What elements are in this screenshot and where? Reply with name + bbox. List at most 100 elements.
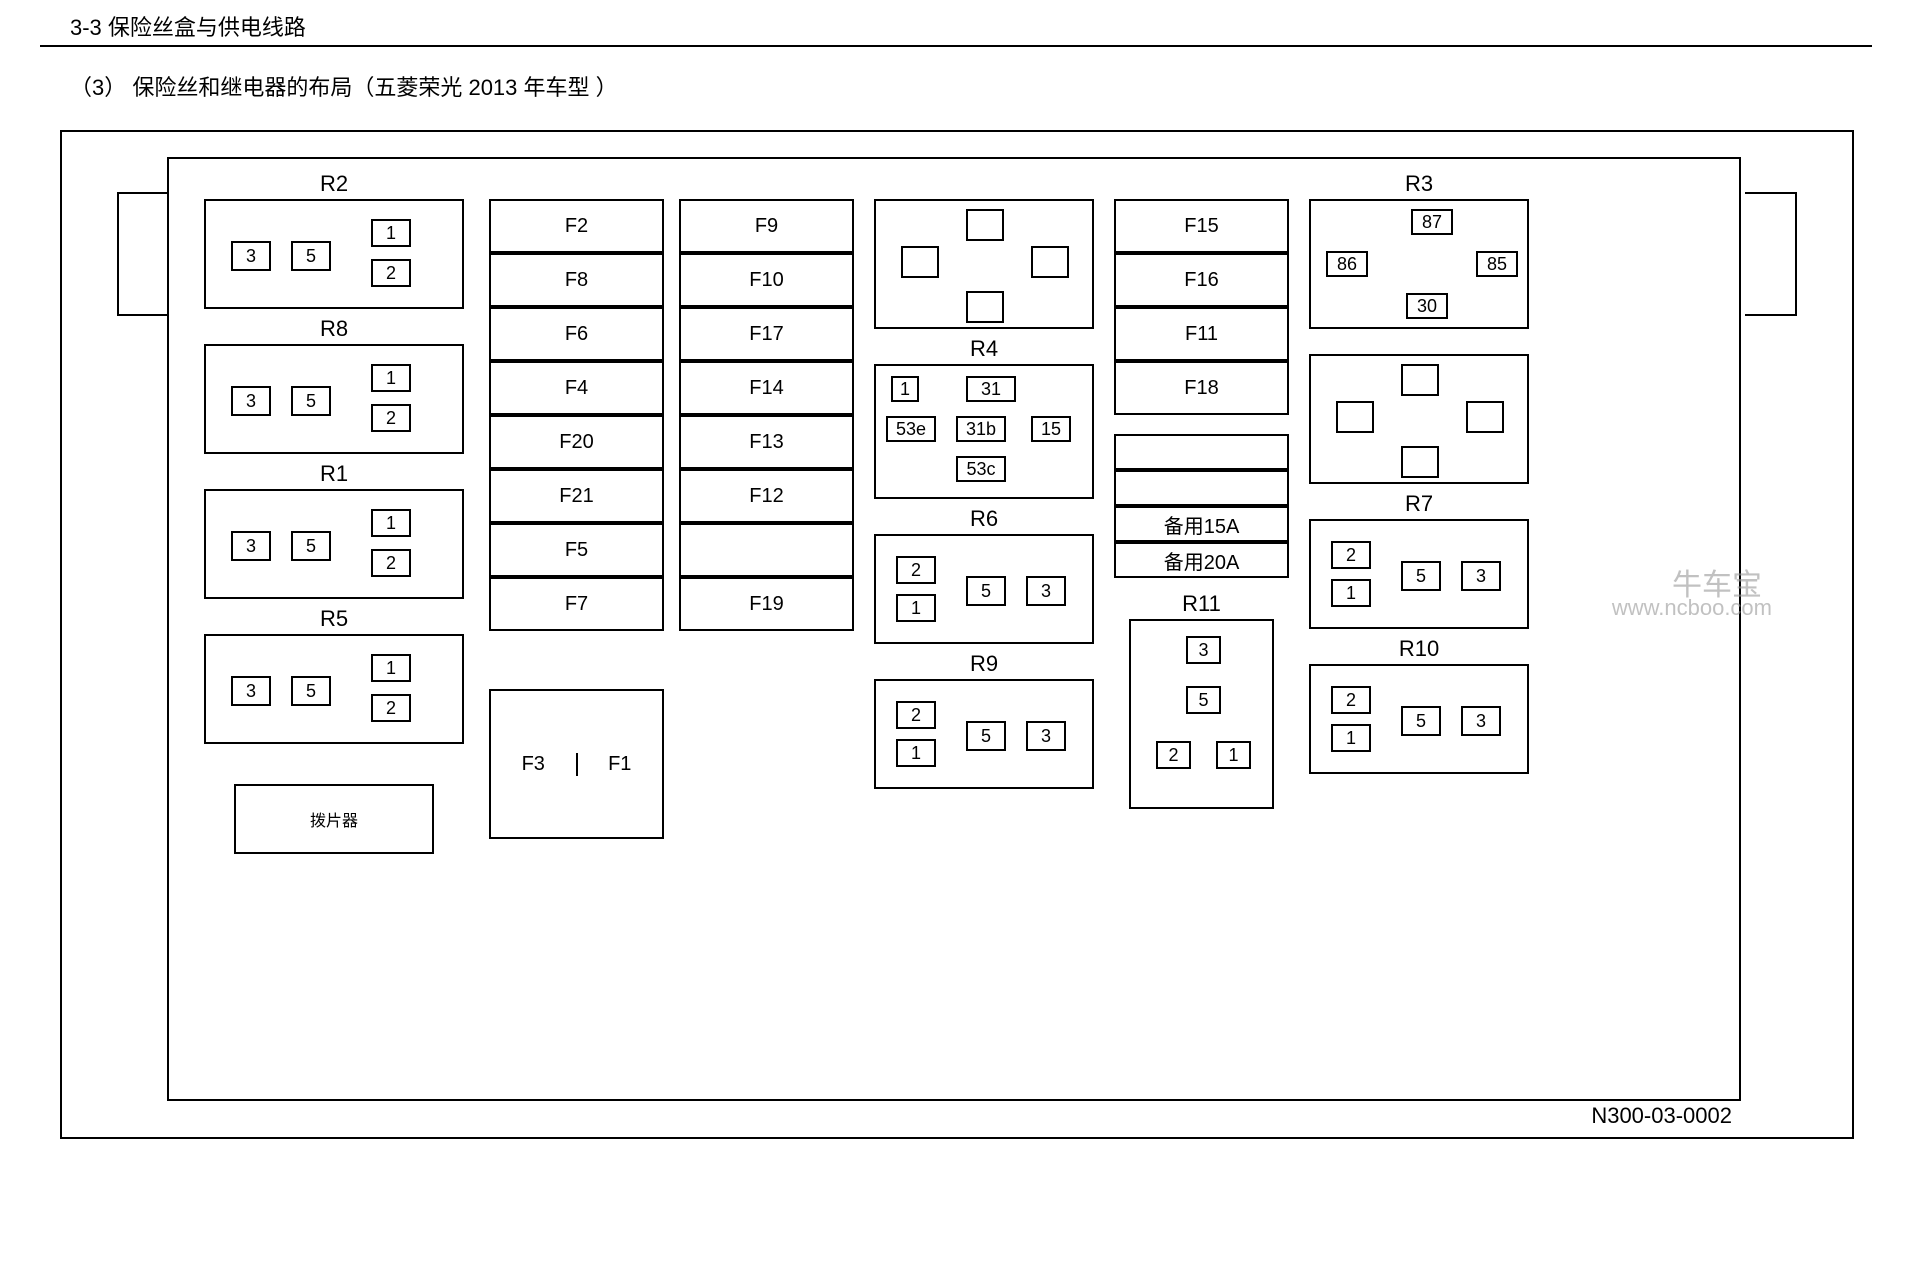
- fuse-F8: F8: [489, 253, 664, 307]
- pin-3: 3: [231, 531, 271, 561]
- spare-备用20A: 备用20A: [1114, 542, 1289, 578]
- fuse-F15: F15: [1114, 199, 1289, 253]
- relay-label-R11: R11: [1182, 591, 1221, 617]
- relay-R6: 2153: [874, 534, 1094, 644]
- pin-2: 2: [1331, 686, 1371, 714]
- pin-1: 1: [371, 654, 411, 682]
- pin-blank: [901, 246, 939, 278]
- pin-5: 5: [1401, 706, 1441, 736]
- fuse-F7: F7: [489, 577, 664, 631]
- pin-blank: [1031, 246, 1069, 278]
- pin-3: 3: [1026, 721, 1066, 751]
- relay-label-R3: R3: [1405, 171, 1433, 197]
- relay-R2: 3512: [204, 199, 464, 309]
- fuse-F18: F18: [1114, 361, 1289, 415]
- pin-5: 5: [966, 576, 1006, 606]
- fuse-F12: F12: [679, 469, 854, 523]
- relay-label-R1: R1: [320, 461, 348, 487]
- relay-R4: 13153e31b1553c: [874, 364, 1094, 499]
- fuse-puller: 拨片器: [234, 784, 434, 854]
- fuse-F6: F6: [489, 307, 664, 361]
- spare-备用15A: 备用15A: [1114, 506, 1289, 542]
- pin-1: 1: [1216, 741, 1251, 769]
- fuse-F13: F13: [679, 415, 854, 469]
- pin-blank: [1336, 401, 1374, 433]
- spare-blank: [1114, 434, 1289, 470]
- fuse-F16: F16: [1114, 253, 1289, 307]
- connector-tab-left: [117, 192, 169, 316]
- pin-2: 2: [896, 701, 936, 729]
- relay-label-R5: R5: [320, 606, 348, 632]
- fuse-F19: F19: [679, 577, 854, 631]
- relay-unnamed-right: [1309, 354, 1529, 484]
- pin-30: 30: [1406, 293, 1448, 319]
- pin-3: 3: [1461, 561, 1501, 591]
- pin-5: 5: [1186, 686, 1221, 714]
- relay-label-R4: R4: [970, 336, 998, 362]
- pin-31: 31: [966, 376, 1016, 402]
- pin-31b: 31b: [956, 416, 1006, 442]
- fuse-F4: F4: [489, 361, 664, 415]
- relay-label-R2: R2: [320, 171, 348, 197]
- pin-87: 87: [1411, 209, 1453, 235]
- pin-3: 3: [1186, 636, 1221, 664]
- relay-label-R9: R9: [970, 651, 998, 677]
- pin-5: 5: [291, 241, 331, 271]
- relay-label-R8: R8: [320, 316, 348, 342]
- fuse-f3-f1: F3F1: [489, 689, 664, 839]
- relay-R11: 3521: [1129, 619, 1274, 809]
- pin-blank: [1401, 364, 1439, 396]
- pin-2: 2: [371, 694, 411, 722]
- connector-tab-right: [1745, 192, 1797, 316]
- pin-blank: [1466, 401, 1504, 433]
- pin-15: 15: [1031, 416, 1071, 442]
- pin-3: 3: [1026, 576, 1066, 606]
- fusebox-panel: R23512R83512R13512R53512拨片器F2F8F6F4F20F2…: [167, 157, 1741, 1101]
- pin-1: 1: [371, 364, 411, 392]
- pin-3: 3: [231, 386, 271, 416]
- pin-5: 5: [1401, 561, 1441, 591]
- relay-unnamed-top: [874, 199, 1094, 329]
- fuse-F3: F3: [491, 753, 578, 776]
- pin-1: 1: [1331, 579, 1371, 607]
- relay-R1: 3512: [204, 489, 464, 599]
- relay-label-R10: R10: [1399, 636, 1439, 662]
- pin-2: 2: [1331, 541, 1371, 569]
- relay-R9: 2 1 53: [874, 679, 1094, 789]
- fuse-F5: F5: [489, 523, 664, 577]
- relay-R7: 2 1 53: [1309, 519, 1529, 629]
- pin-3: 3: [231, 676, 271, 706]
- spare-blank: [1114, 470, 1289, 506]
- section-header: 3-3 保险丝盒与供电线路: [70, 10, 306, 42]
- fuse-F20: F20: [489, 415, 664, 469]
- pin-1: 1: [1331, 724, 1371, 752]
- pin-1: 1: [371, 509, 411, 537]
- pin-1: 1: [896, 594, 936, 622]
- pin-1: 1: [896, 739, 936, 767]
- pin-53e: 53e: [886, 416, 936, 442]
- fuse-F2: F2: [489, 199, 664, 253]
- pin-1: 1: [371, 219, 411, 247]
- relay-label-R6: R6: [970, 506, 998, 532]
- fuse-F1: F1: [578, 753, 663, 776]
- pin-86: 86: [1326, 251, 1368, 277]
- pin-blank: [966, 291, 1004, 323]
- relay-label-R7: R7: [1405, 491, 1433, 517]
- header-rule: [40, 45, 1872, 47]
- fuse-F10: F10: [679, 253, 854, 307]
- pin-53c: 53c: [956, 456, 1006, 482]
- fuse-F17: F17: [679, 307, 854, 361]
- relay-R10: 2153: [1309, 664, 1529, 774]
- fuse-F14: F14: [679, 361, 854, 415]
- pin-blank: [1401, 446, 1439, 478]
- pin-blank: [966, 209, 1004, 241]
- fuse-blank: [679, 523, 854, 577]
- pin-5: 5: [966, 721, 1006, 751]
- fuse-F9: F9: [679, 199, 854, 253]
- pin-85: 85: [1476, 251, 1518, 277]
- fuse-F21: F21: [489, 469, 664, 523]
- pin-2: 2: [371, 259, 411, 287]
- part-number: N300-03-0002: [1591, 1103, 1732, 1129]
- pin-5: 5: [291, 386, 331, 416]
- section-subtitle: （3） 保险丝和继电器的布局（五菱荣光 2013 年车型 ）: [70, 70, 618, 102]
